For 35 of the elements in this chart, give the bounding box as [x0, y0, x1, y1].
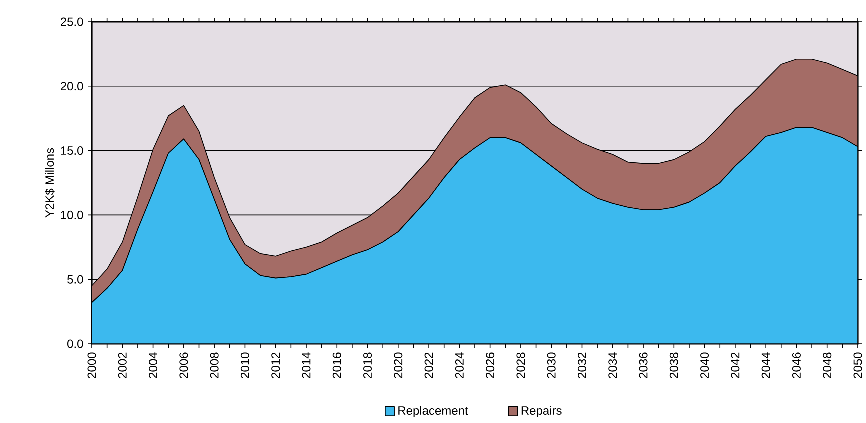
x-tick-label: 2032 — [578, 352, 586, 378]
x-tick-label: 2002 — [118, 352, 127, 378]
y-tick-label: 5.0 — [68, 275, 84, 284]
y-tick-label: 15.0 — [61, 146, 84, 156]
x-tick-label: 2008 — [210, 352, 219, 378]
x-tick-label: 2048 — [823, 352, 832, 378]
x-tick-label: 2038 — [670, 352, 678, 378]
x-tick-label: 2030 — [547, 352, 556, 378]
x-tick-label: 2036 — [639, 352, 648, 378]
x-tick-label: 2034 — [608, 352, 618, 378]
x-tick-label: 2040 — [700, 352, 710, 378]
x-tick-label: 2016 — [332, 352, 342, 378]
y-tick-label: 25.0 — [60, 18, 84, 26]
x-tick-label: 2042 — [731, 352, 740, 378]
x-tick-label: 2026 — [486, 352, 495, 378]
y-tick-label: 20.0 — [60, 82, 84, 91]
x-tick-label: 2044 — [762, 352, 770, 378]
x-tick-label: 2046 — [792, 352, 801, 378]
x-tick-label: 2024 — [455, 352, 464, 378]
x-tick-label: 2050 — [854, 352, 862, 378]
x-tick-label: 2020 — [394, 352, 403, 378]
x-tick-label: 2022 — [424, 352, 434, 378]
x-tick-label: 2006 — [180, 352, 188, 378]
x-tick-label: 2012 — [272, 352, 280, 378]
y-tick-label: 0.0 — [68, 340, 84, 348]
x-tick-label: 2018 — [364, 352, 372, 378]
x-tick-label: 2014 — [302, 352, 311, 378]
y-axis-title: Y2K$ Millons — [45, 148, 55, 218]
x-tick-label: 2010 — [240, 352, 250, 378]
x-tick-label: 2028 — [516, 352, 526, 378]
legend-label: Replacement — [398, 406, 468, 418]
x-tick-label: 2004 — [149, 352, 158, 378]
legend-label: Repairs — [522, 406, 562, 418]
x-tick-label: 2000 — [88, 352, 96, 378]
y-tick-label: 10.0 — [61, 210, 84, 220]
